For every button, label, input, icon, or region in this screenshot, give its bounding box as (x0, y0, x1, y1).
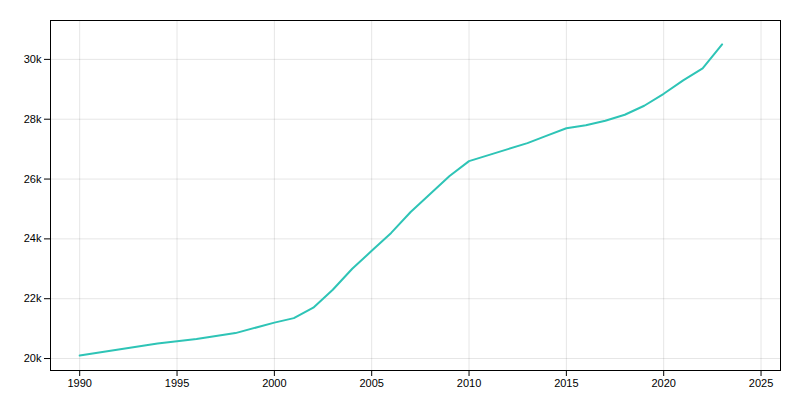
svg-text:24k: 24k (24, 232, 42, 244)
svg-text:2020: 2020 (651, 377, 675, 389)
svg-text:28k: 28k (24, 113, 42, 125)
svg-text:1995: 1995 (165, 377, 189, 389)
svg-text:2010: 2010 (457, 377, 481, 389)
svg-text:2025: 2025 (749, 377, 773, 389)
svg-text:2000: 2000 (262, 377, 286, 389)
svg-text:26k: 26k (24, 173, 42, 185)
svg-text:2005: 2005 (359, 377, 383, 389)
svg-text:2015: 2015 (554, 377, 578, 389)
svg-text:1990: 1990 (67, 377, 91, 389)
svg-text:22k: 22k (24, 292, 42, 304)
svg-text:20k: 20k (24, 352, 42, 364)
svg-text:30k: 30k (24, 53, 42, 65)
